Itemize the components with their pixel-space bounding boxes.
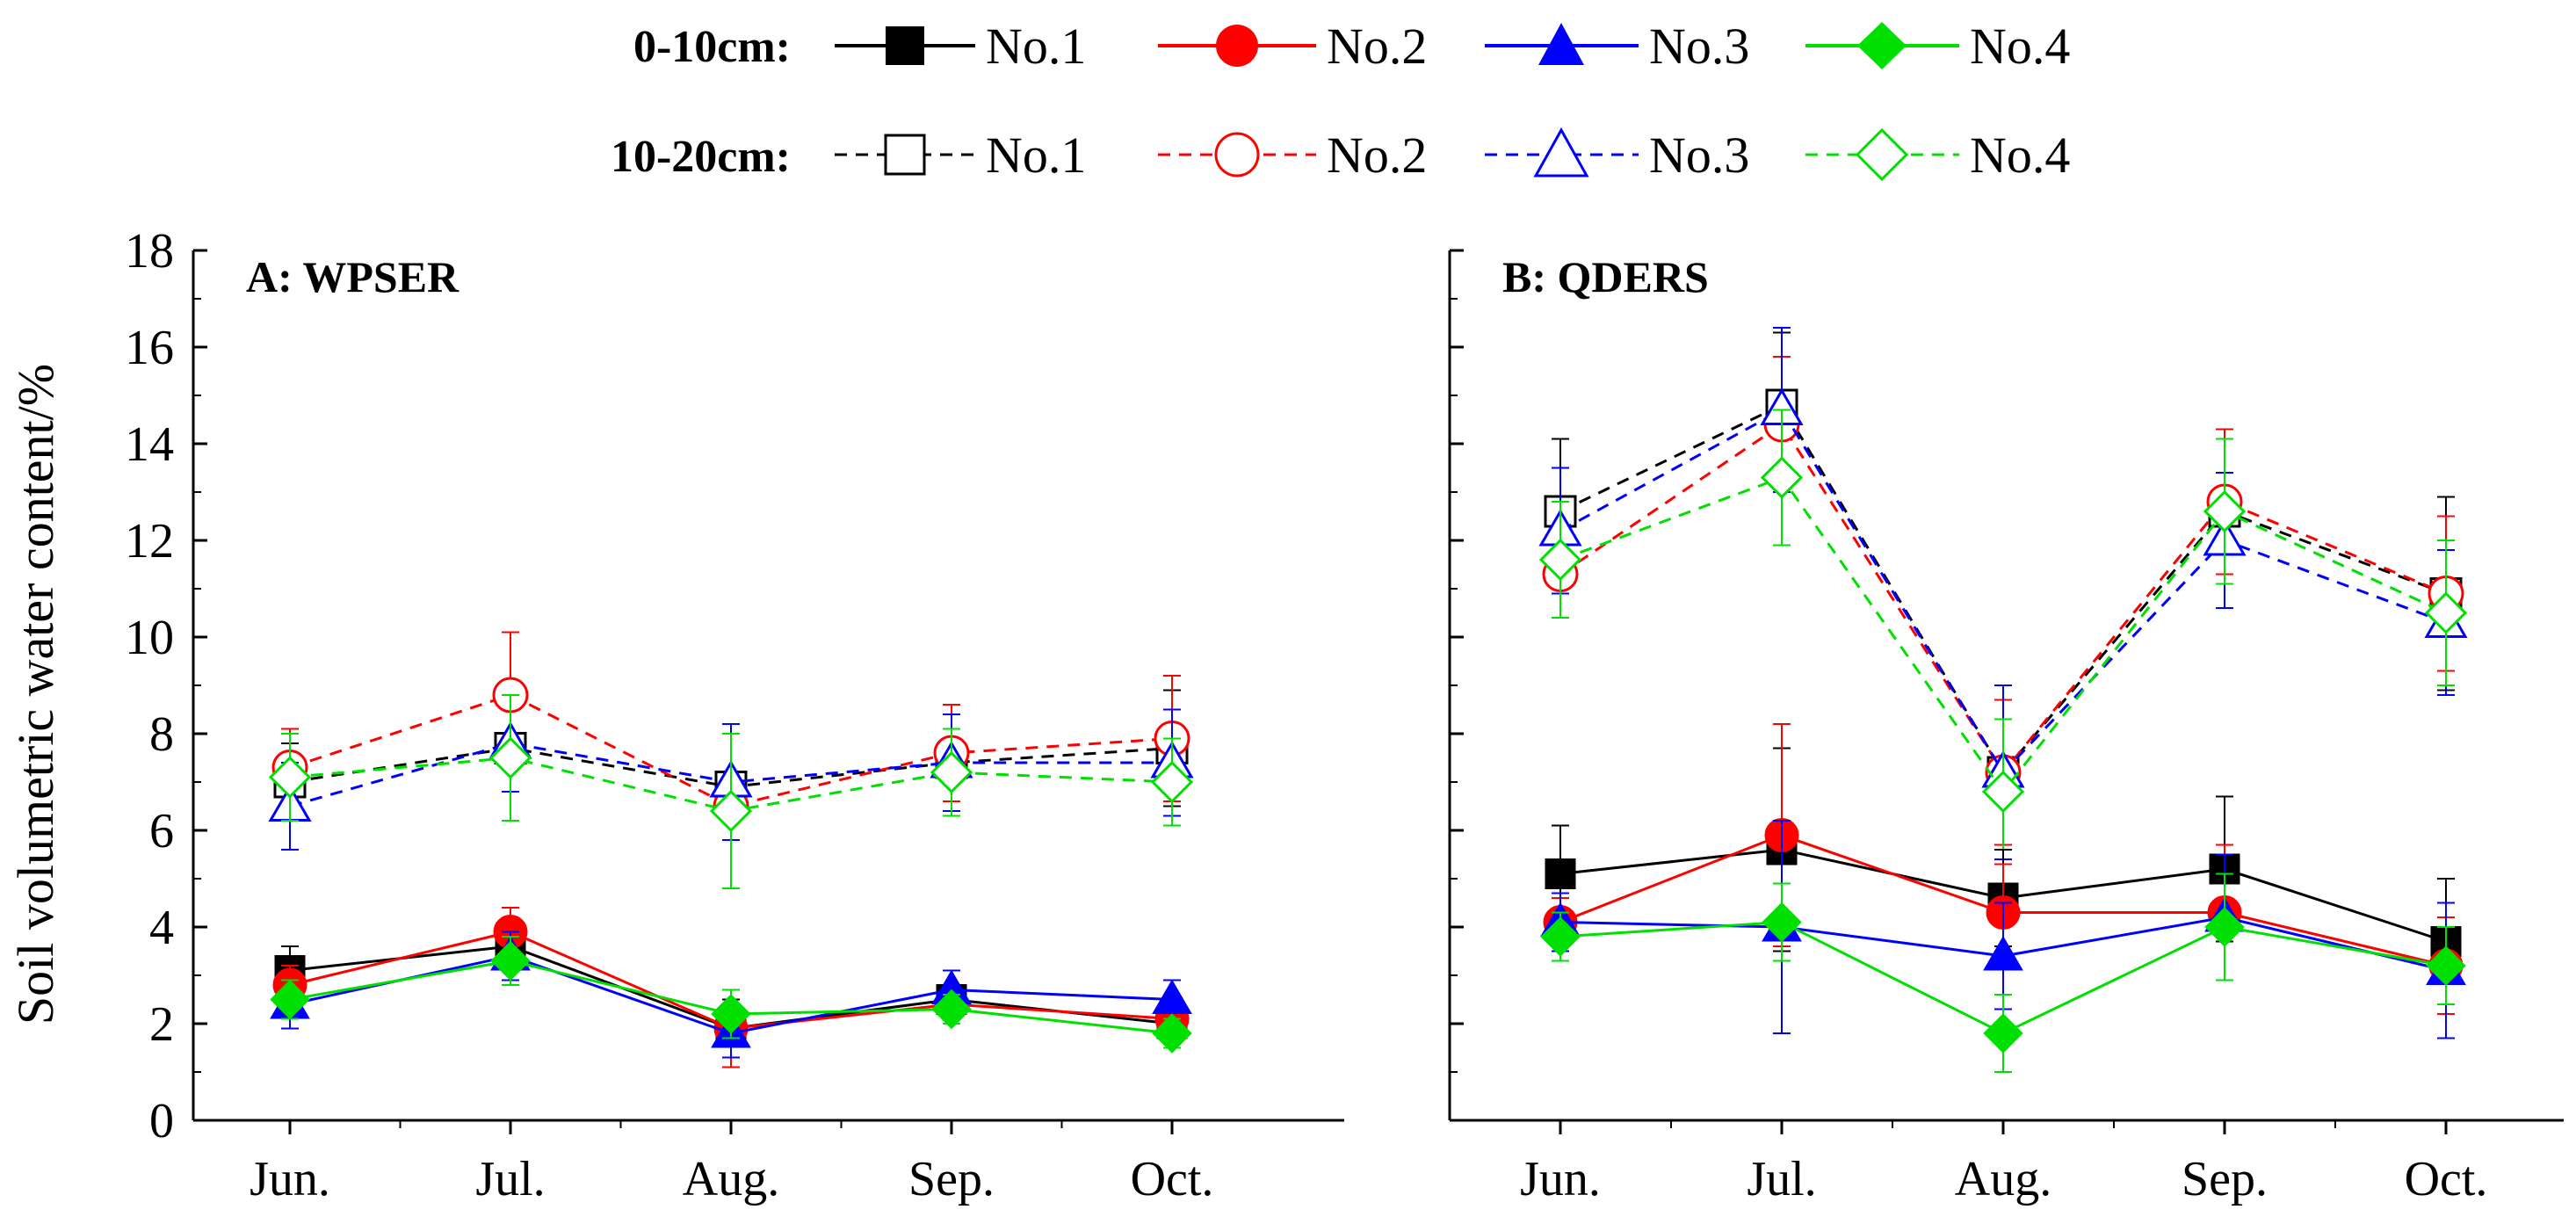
data-point [2203,489,2247,533]
panel-b-plot [1538,327,2468,1073]
data-point [1538,538,1582,582]
x-tick-label: Jun. [250,1152,330,1206]
data-point [2204,907,2245,947]
data-point [1545,858,1576,889]
panel-a: A: WPSER 0 2 4 6 8 10 12 14 16 18 Jun. Jul. Aug. Sep.… [125,224,1344,1206]
panel-a-title: A: WPSER [246,252,459,301]
data-point [1150,760,1194,804]
x-tick-label: Sep. [2182,1152,2268,1206]
data-point [490,940,531,981]
y-tick-label: 4 [149,901,174,955]
x-tick-label: Aug. [1955,1152,2051,1206]
data-point [1152,1013,1192,1054]
data-point [1983,1013,2023,1054]
panel-b: B: QDERS Jun. Jul. Aug. Sep. Oct. [1448,249,2564,1206]
data-point [931,989,972,1030]
data-point [268,756,312,799]
data-point [488,736,532,779]
legend: 0-10cm: 10-20cm: No.1 No.2 No.3 No.4 No [611,18,2070,184]
y-tick-label: 10 [125,611,174,665]
data-point [930,750,973,794]
data-point [2426,945,2466,986]
legend-label-0-10-no2: No.2 [1327,18,1427,75]
data-point [1760,456,1804,499]
y-tick-label: 18 [125,224,174,279]
legend-label-0-10-no3: No.3 [1649,18,1749,75]
series-no4-0-10 [1540,873,2466,1073]
legend-item-0-10-no1: No.1 [835,18,1086,75]
x-tick-label: Aug. [683,1152,779,1206]
x-tick-label: Oct. [1131,1152,1214,1206]
legend-item-10-20-no1: No.1 [835,127,1086,184]
panel-a-axes [192,249,1344,1134]
data-point [1762,902,1802,943]
y-tick-label: 8 [149,707,174,762]
data-point [709,789,753,833]
series-no4-0-10 [270,936,1192,1054]
legend-row-0-10-label: 0-10cm: [633,22,791,72]
legend-label-10-20-no1: No.1 [986,127,1086,184]
y-tick-label: 12 [125,514,174,569]
data-point [1540,916,1581,957]
panel-a-plot [268,631,1194,1068]
legend-label-10-20-no2: No.2 [1327,127,1427,184]
data-point [270,979,310,1020]
data-point [1981,770,2025,814]
data-point [1152,979,1192,1014]
x-tick-label: Jun. [1520,1152,1601,1206]
y-tick-label: 0 [149,1094,174,1148]
panel-a-tick-labels: 0 2 4 6 8 10 12 14 16 18 Jun. Jul. Aug. Sep. Oct. [125,224,1213,1206]
legend-label-10-20-no3: No.3 [1649,127,1749,184]
x-tick-label: Jul. [1747,1152,1816,1206]
series-no4-10-20 [1538,409,2468,865]
y-tick-label: 6 [149,804,174,858]
y-tick-label: 16 [125,321,174,375]
legend-item-0-10-no2: No.2 [1158,18,1427,75]
x-tick-label: Sep. [908,1152,995,1206]
panel-b-axes [1448,249,2564,1134]
data-point [1983,936,2023,971]
legend-label-10-20-no4: No.4 [1970,127,2070,184]
legend-label-0-10-no1: No.1 [986,18,1086,75]
series-line [289,693,1173,808]
series-no4-10-20 [268,694,1194,889]
x-tick-label: Jul. [475,1152,545,1206]
y-tick-label: 2 [149,997,174,1052]
data-point [711,994,751,1034]
y-tick-label: 14 [125,417,174,472]
legend-item-10-20-no4: No.4 [1805,127,2070,184]
legend-item-10-20-no3: No.3 [1485,127,1749,184]
legend-label-0-10-no4: No.4 [1970,18,2070,75]
legend-item-0-10-no4: No.4 [1805,18,2070,75]
legend-item-10-20-no2: No.2 [1158,127,1427,184]
panel-b-title: B: QDERS [1502,252,1709,301]
panel-b-tick-labels: Jun. Jul. Aug. Sep. Oct. [1520,1152,2487,1206]
y-axis-title: Soil volumetric water content/% [7,364,64,1025]
legend-row-10-20-label: 10-20cm: [611,132,791,182]
x-tick-label: Oct. [2405,1152,2488,1206]
legend-item-0-10-no3: No.3 [1485,18,1749,75]
data-point [2424,591,2468,634]
